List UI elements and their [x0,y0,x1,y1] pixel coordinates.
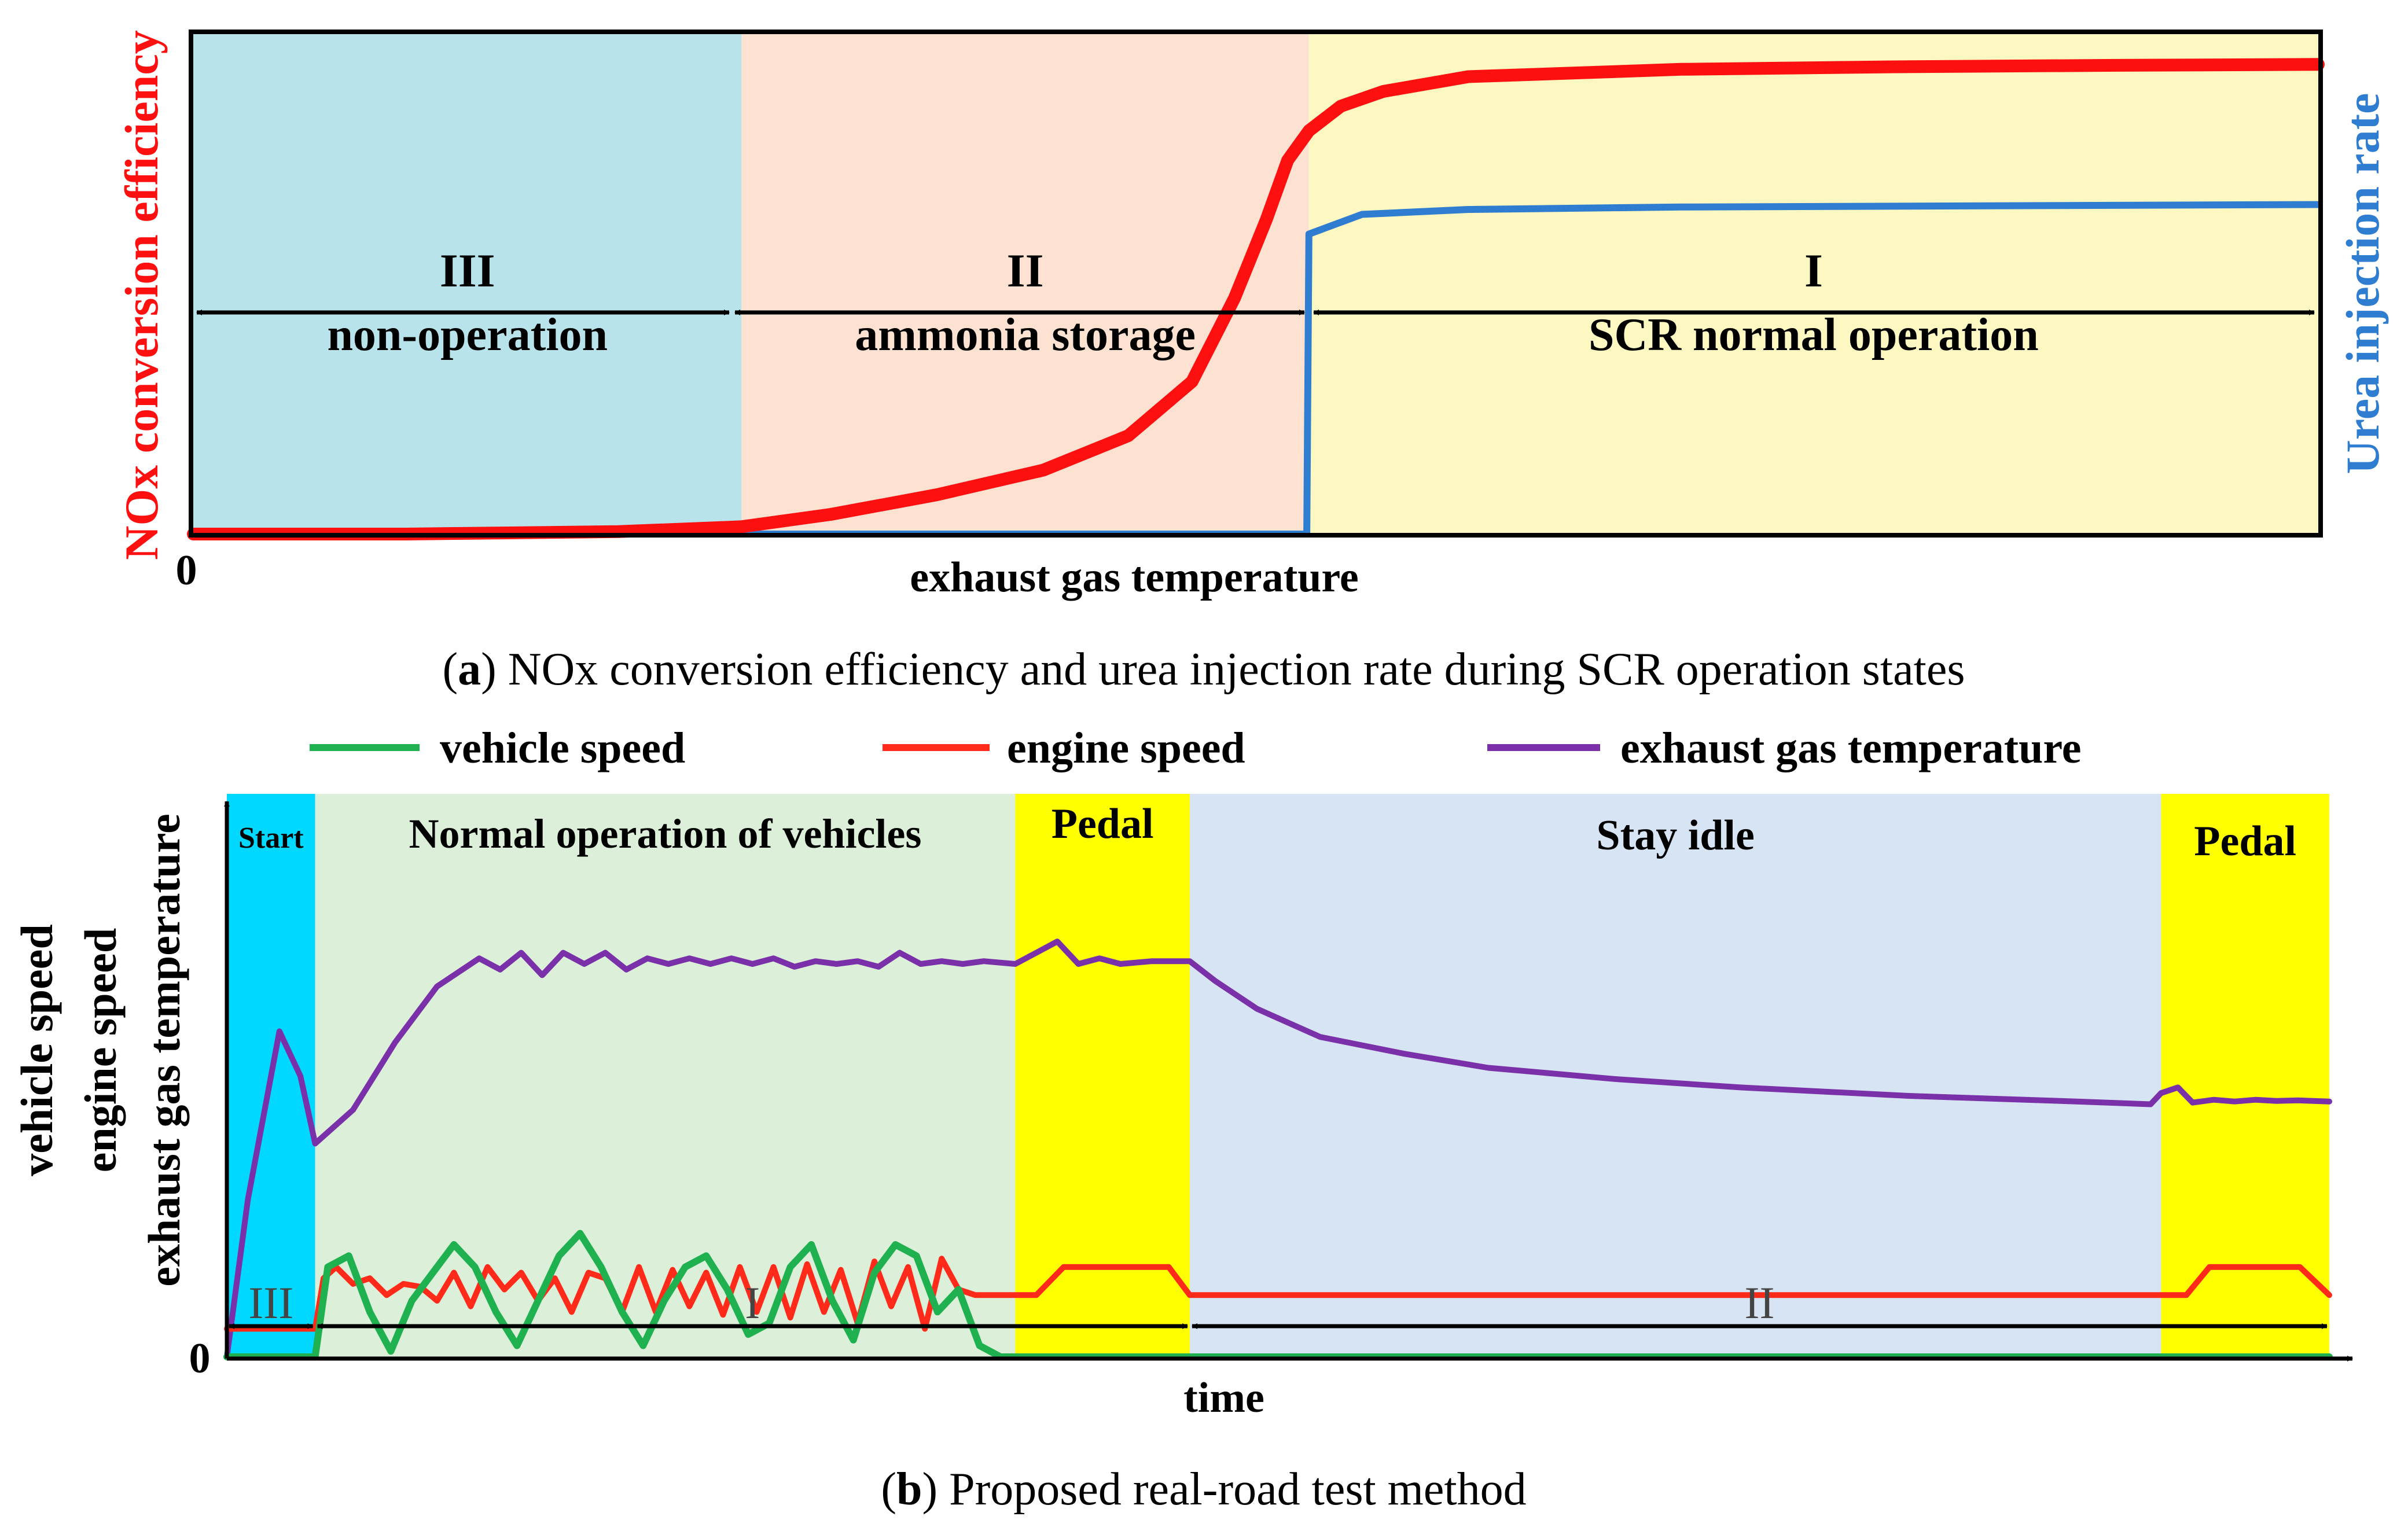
panel-b-origin-label: 0 [189,1335,211,1382]
panel-a-caption-text: ) NOx conversion efficiency and urea inj… [481,644,1965,695]
panel-a-region-numeral: I [1804,244,1823,297]
phase-band-3 [1015,794,1190,1357]
panel-a-region-3 [1308,34,2318,533]
state-numeral-2: I [745,1278,760,1328]
panel-a-origin-label: 0 [176,547,197,594]
phase-label-2: Normal operation of vehicles [409,811,922,857]
panel-a-y-axis-label-left: NOx conversion efficiency [115,30,168,560]
panel-a-caption: (a) NOx conversion efficiency and urea i… [442,644,1965,695]
engine-speed-line [224,1256,2332,1332]
panel-a-region-label: ammonia storage [855,310,1196,360]
phase-label-3: Pedal [1052,800,1154,848]
legend-label-2: engine speed [1007,724,1245,772]
panel-b-caption-text: ) Proposed real-road test method [922,1464,1527,1515]
phase-band-2 [315,794,1016,1357]
panel-a-x-axis-label: exhaust gas temperature [910,554,1359,601]
legend-label-1: vehicle speed [440,724,685,772]
state-numeral-3: II [1744,1278,1774,1328]
panel-a-region-label: non-operation [327,310,608,360]
vehicle-speed-line [223,1230,2333,1360]
panel-a-nox-efficiency-line [187,58,2325,540]
phase-label-4: Stay idle [1596,812,1754,859]
phase-band-4 [1189,794,2161,1357]
panel-a-y-axis-label-right: Urea injection rate [2336,93,2389,474]
panel-a-region-numeral: II [1007,244,1044,297]
panel-b-caption: (b) Proposed real-road test method [881,1464,1526,1515]
panel-a-region-label: SCR normal operation [1589,310,2039,360]
panel-a: III non-operation II ammonia storage I SCR no… [115,30,2389,695]
panel-a-region-numeral: III [440,244,495,297]
state-numeral-1: III [248,1278,293,1328]
panel-a-caption-letter: a [458,644,481,695]
panel-a-frame [189,30,2323,538]
panel-b-y-label-line-2: engine speed [75,928,126,1173]
phase-label-1: Start [238,822,304,855]
panel-b: vehicle speed engine speed exhaust gas tem… [12,724,2353,1515]
legend-label-3: exhaust gas temperature [1620,724,2081,772]
panel-b-caption-letter: b [896,1464,922,1515]
phase-label-5: Pedal [2194,818,2296,865]
panel-b-y-label-line-3: exhaust gas temperature [139,814,189,1286]
exhaust-temperature-line [224,939,2332,1360]
panel-a-region-1 [193,34,742,533]
panel-a-region-2 [741,34,1309,533]
panel-b-x-axis-label: time [1183,1374,1264,1422]
panel-b-y-axis-label: vehicle speed engine speed exhaust gas t… [12,814,189,1286]
panel-b-y-label-line-1: vehicle speed [12,924,62,1176]
phase-band-5 [2161,794,2329,1357]
